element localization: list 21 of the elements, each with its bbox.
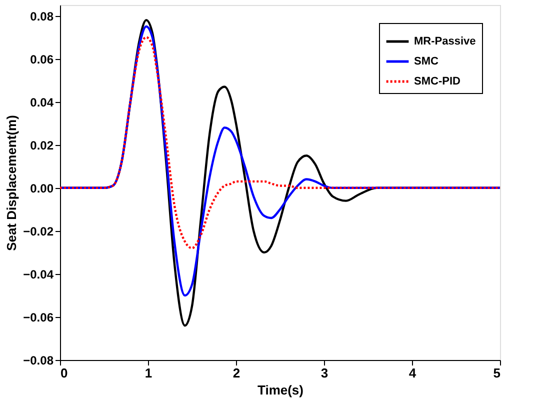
y-tick-label: −0.08 [23, 354, 54, 368]
legend-label: SMC-PID [414, 76, 460, 88]
y-tick-label: 0.08 [30, 9, 54, 24]
x-axis-title: Time(s) [258, 382, 304, 398]
line-series [60, 36, 500, 250]
x-tick-label: 5 [493, 366, 500, 380]
x-tick-label: 1 [144, 366, 152, 380]
y-tick-label: −0.06 [23, 310, 54, 324]
legend-label: MR-Passive [414, 36, 476, 48]
y-tick-label: 0.06 [30, 52, 54, 66]
x-tick-label: 3 [320, 366, 328, 380]
y-tick-label: −0.02 [23, 224, 54, 238]
x-tick-label: 0 [60, 366, 68, 380]
y-tick-label: 0.02 [30, 138, 54, 152]
y-tick-label: 0.00 [30, 181, 54, 196]
x-tick-label: 2 [232, 366, 240, 380]
y-tick-label: 0.04 [30, 95, 54, 110]
x-tick-label: 4 [408, 366, 417, 380]
y-tick-label: −0.04 [23, 267, 54, 282]
y-axis-title: Seat Displacement(m) [4, 115, 20, 251]
legend-label: SMC [414, 56, 438, 68]
